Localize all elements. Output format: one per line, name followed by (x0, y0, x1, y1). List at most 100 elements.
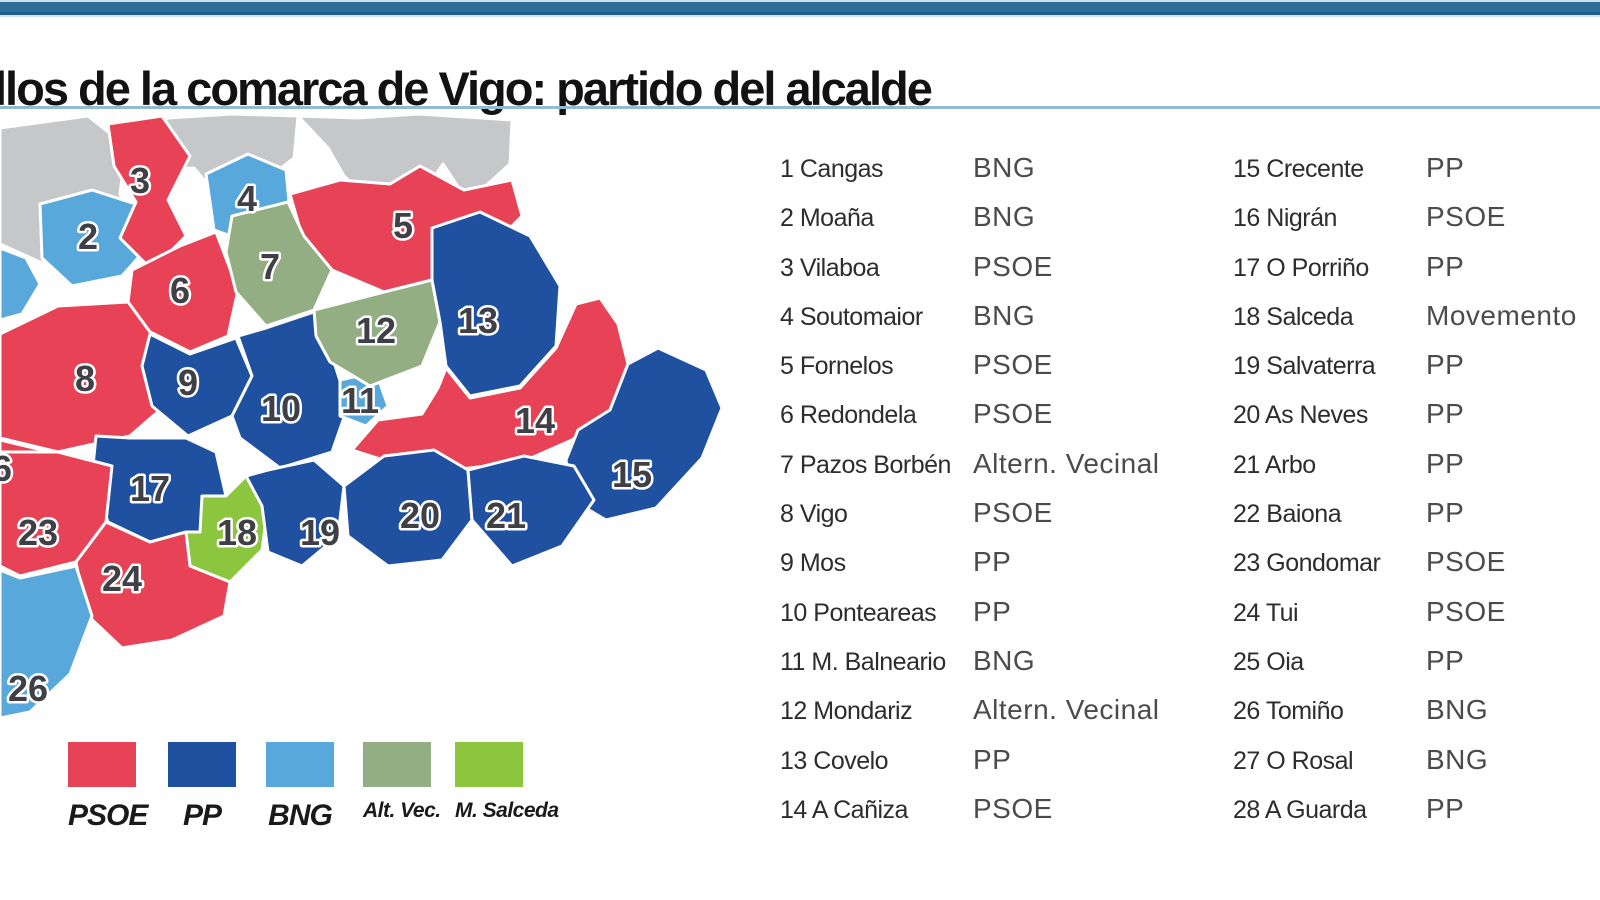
municipality-party: Movemento (1426, 299, 1577, 331)
map-region-26 (0, 564, 94, 720)
map-region-number-10: 10 (261, 388, 301, 429)
map-region-number-11: 11 (341, 380, 379, 421)
municipality-party: PSOE (1426, 546, 1506, 578)
legend-swatch (266, 742, 334, 787)
legend-swatch (68, 742, 136, 787)
municipality-name: 25 Oia (1233, 647, 1304, 676)
municipality-row-27: 27 O Rosal BNG (1233, 744, 1600, 793)
municipality-name: 7 Pazos Borbén (780, 450, 951, 479)
map-region-number-20: 20 (400, 495, 440, 536)
list-column-1: 1 Cangas BNG 2 Moaña BNG 3 Vilaboa PSOE 4 Sout… (780, 152, 1180, 842)
municipality-name: 14 A Cañiza (780, 795, 908, 824)
municipality-row-3: 3 Vilaboa PSOE (780, 251, 1180, 300)
municipality-name: 13 Covelo (780, 746, 889, 775)
municipality-party: BNG (973, 152, 1036, 183)
map-region-15 (564, 346, 724, 522)
municipality-row-4: 4 Soutomaior BNG (780, 300, 1180, 349)
legend-label: BNG (268, 799, 333, 832)
municipality-row-28: 28 A Guarda PP (1233, 793, 1600, 842)
municipality-row-7: 7 Pazos Borbén Altern. Vecinal (780, 448, 1180, 497)
municipality-party: PP (973, 546, 1012, 578)
municipality-name: 9 Mos (780, 549, 846, 578)
municipality-name: 23 Gondomar (1233, 549, 1381, 578)
municipality-row-22: 22 Baiona PP (1233, 497, 1600, 546)
map-region-number-19: 19 (300, 512, 340, 553)
legend-swatch (363, 742, 431, 787)
map-region-24 (74, 520, 232, 650)
legend-label: PP (182, 799, 222, 832)
map-region-number-5: 5 (393, 205, 413, 246)
municipality-party: BNG (1426, 743, 1489, 775)
municipality-row-26: 26 Tomiño BNG (1233, 694, 1600, 743)
municipality-name: 26 Tomiño (1233, 697, 1344, 726)
municipality-party: PP (973, 595, 1012, 627)
municipality-party: Altern. Vecinal (973, 447, 1160, 479)
municipality-row-6: 6 Redondela PSOE (780, 398, 1180, 447)
top-bar (0, 0, 1600, 17)
municipality-party: PP (973, 743, 1012, 775)
map-region-number-2: 2 (78, 216, 98, 257)
municipality-name: 19 Salvaterra (1233, 352, 1376, 381)
legend-swatch (455, 742, 523, 787)
municipality-name: 11 M. Balneario (780, 647, 946, 676)
map-region-number-21: 21 (486, 495, 526, 536)
municipality-row-15: 15 Crecente PP (1233, 152, 1600, 201)
map-region-number-6: 6 (170, 270, 190, 311)
municipality-row-8: 8 Vigo PSOE (780, 497, 1180, 546)
municipality-row-2: 2 Moaña BNG (780, 201, 1180, 250)
municipality-name: 22 Baiona (1233, 500, 1342, 529)
legend-item-Movemento: M. Salceda (455, 742, 559, 823)
municipality-row-16: 16 Nigrán PSOE (1233, 201, 1600, 250)
municipality-party: BNG (973, 299, 1036, 331)
municipality-row-21: 21 Arbo PP (1233, 448, 1600, 497)
municipality-name: 2 Moaña (780, 204, 874, 233)
map-container: 23 4 5 6 7 8 9 10 11 12 13 14 15 16 17 18 19 20 21 23 24 26 (0, 108, 745, 728)
comarca-map: 23 4 5 6 7 8 9 10 11 12 13 14 15 16 17 18 19 20 21 23 24 26 (0, 112, 724, 720)
municipality-name: 17 O Porriño (1233, 253, 1369, 282)
map-region-number-23: 23 (18, 512, 58, 553)
municipality-party: PP (1426, 792, 1465, 824)
map-region-number-15: 15 (612, 454, 652, 495)
map-region-18 (184, 474, 270, 584)
municipality-party: PSOE (973, 792, 1053, 824)
municipality-row-24: 24 Tui PSOE (1233, 596, 1600, 645)
map-outside-region-3 (296, 112, 514, 210)
map-region-number-3: 3 (130, 160, 150, 201)
municipality-row-5: 5 Fornelos PSOE (780, 349, 1180, 398)
municipality-name: 27 O Rosal (1233, 746, 1354, 775)
map-region-number-12: 12 (356, 310, 396, 351)
municipality-party: PP (1426, 644, 1465, 676)
municipality-name: 18 Salceda (1233, 302, 1354, 331)
municipality-name: 1 Cangas (780, 155, 884, 183)
municipality-party: PP (1426, 398, 1465, 430)
municipality-party: PSOE (973, 349, 1053, 381)
municipality-name: 15 Crecente (1233, 155, 1364, 183)
map-region-number-7: 7 (260, 246, 280, 287)
map-region-19 (244, 458, 346, 568)
municipality-row-20: 20 As Neves PP (1233, 398, 1600, 447)
municipality-row-10: 10 Ponteareas PP (780, 596, 1180, 645)
map-region-number-14: 14 (515, 400, 555, 441)
municipality-name: 10 Ponteareas (780, 598, 937, 627)
map-region-number-26: 26 (8, 668, 48, 709)
municipality-row-12: 12 Mondariz Altern. Vecinal (780, 694, 1180, 743)
municipality-row-18: 18 Salceda Movemento (1233, 300, 1600, 349)
municipality-row-14: 14 A Cañiza PSOE (780, 793, 1180, 842)
map-region-number-17: 17 (130, 468, 170, 509)
municipality-name: 8 Vigo (780, 500, 848, 529)
municipality-party: PP (1426, 349, 1465, 381)
municipality-name: 4 Soutomaior (780, 302, 923, 331)
map-region-number-16: 16 (0, 448, 12, 489)
municipality-name: 12 Mondariz (780, 697, 913, 726)
list-column-2: 15 Crecente PP 16 Nigrán PSOE 17 O Porriño PP… (1233, 152, 1600, 842)
municipality-name: 20 As Neves (1233, 401, 1368, 430)
map-region-12 (312, 278, 442, 388)
map-region-number-24: 24 (102, 558, 142, 599)
municipality-row-19: 19 Salvaterra PP (1233, 349, 1600, 398)
title-rule (0, 106, 1600, 109)
municipality-party: Altern. Vecinal (973, 694, 1160, 726)
municipality-row-9: 9 Mos PP (780, 546, 1180, 595)
municipality-row-1: 1 Cangas BNG (780, 152, 1180, 201)
map-region-1 (0, 246, 42, 322)
legend-item-BNG: BNG (266, 742, 334, 833)
